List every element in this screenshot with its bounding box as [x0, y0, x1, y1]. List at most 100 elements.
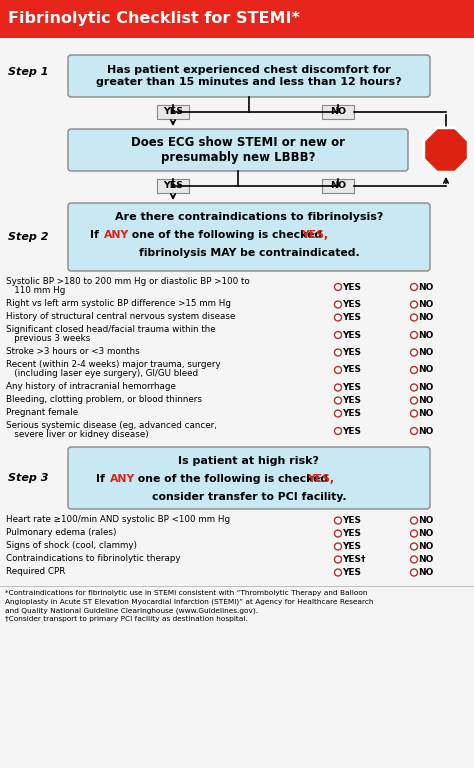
Text: Bleeding, clotting problem, or blood thinners: Bleeding, clotting problem, or blood thi… [6, 395, 202, 404]
Circle shape [410, 530, 418, 537]
Text: NO: NO [418, 313, 433, 322]
Circle shape [410, 410, 418, 417]
Circle shape [335, 384, 341, 391]
Circle shape [335, 517, 341, 524]
Text: 110 mm Hg: 110 mm Hg [6, 286, 65, 295]
Text: YES: YES [342, 542, 361, 551]
Text: YES: YES [342, 568, 361, 577]
Circle shape [335, 569, 341, 576]
Text: YES: YES [342, 409, 361, 418]
Text: NO: NO [418, 383, 433, 392]
Text: NO: NO [418, 396, 433, 405]
Text: severe liver or kidney disease): severe liver or kidney disease) [6, 430, 149, 439]
Text: Pulmonary edema (rales): Pulmonary edema (rales) [6, 528, 117, 537]
Circle shape [410, 283, 418, 290]
Text: YES†: YES† [342, 555, 365, 564]
Polygon shape [424, 127, 468, 172]
Text: Required CPR: Required CPR [6, 567, 65, 576]
FancyBboxPatch shape [68, 129, 408, 171]
Circle shape [335, 428, 341, 435]
Text: YES: YES [163, 181, 183, 190]
Text: Angioplasty in Acute ST Elevation Myocardial Infarction (STEMI)” at Agency for H: Angioplasty in Acute ST Elevation Myocar… [5, 598, 374, 605]
Circle shape [410, 314, 418, 321]
FancyBboxPatch shape [68, 55, 430, 97]
Text: NO: NO [418, 348, 433, 357]
Text: consider transfer to PCI facility.: consider transfer to PCI facility. [152, 492, 346, 502]
Text: YES: YES [342, 283, 361, 292]
Text: ANY: ANY [110, 474, 135, 484]
Bar [322, 179, 354, 193]
Text: Fibrinolytic Checklist for STEMI*: Fibrinolytic Checklist for STEMI* [8, 12, 300, 27]
Text: YES,: YES, [307, 474, 334, 484]
Text: YES,: YES, [301, 230, 328, 240]
Circle shape [410, 366, 418, 373]
Text: Signs of shock (cool, clammy): Signs of shock (cool, clammy) [6, 541, 137, 550]
Circle shape [410, 569, 418, 576]
Text: NO: NO [418, 330, 433, 339]
Text: Heart rate ≥100/min AND systolic BP <100 mm Hg: Heart rate ≥100/min AND systolic BP <100… [6, 515, 230, 524]
Text: YES: YES [342, 300, 361, 309]
Text: STOP: STOP [428, 144, 465, 157]
Text: NO: NO [418, 409, 433, 418]
Circle shape [410, 517, 418, 524]
Text: YES: YES [342, 313, 361, 322]
Text: YES: YES [342, 529, 361, 538]
Circle shape [410, 543, 418, 550]
Text: NO: NO [330, 108, 346, 117]
Text: NO: NO [418, 366, 433, 375]
Text: YES: YES [342, 426, 361, 435]
Text: Systolic BP >180 to 200 mm Hg or diastolic BP >100 to: Systolic BP >180 to 200 mm Hg or diastol… [6, 277, 250, 286]
Circle shape [335, 530, 341, 537]
Text: If: If [96, 474, 109, 484]
Circle shape [335, 556, 341, 563]
Circle shape [335, 349, 341, 356]
Text: Step 2: Step 2 [8, 232, 48, 242]
Text: NO: NO [418, 542, 433, 551]
Text: *Contraindications for fibrinolytic use in STEMI consistent with “Thrombolytic T: *Contraindications for fibrinolytic use … [5, 590, 367, 596]
Text: YES: YES [342, 348, 361, 357]
Text: History of structural central nervous system disease: History of structural central nervous sy… [6, 312, 236, 321]
Bar [322, 105, 354, 119]
Circle shape [410, 428, 418, 435]
Text: †Consider transport to primary PCI facility as destination hospital.: †Consider transport to primary PCI facil… [5, 615, 248, 621]
Text: YES: YES [342, 366, 361, 375]
Text: NO: NO [418, 529, 433, 538]
Text: NO: NO [330, 181, 346, 190]
Circle shape [410, 332, 418, 339]
Text: Any history of intracranial hemorrhage: Any history of intracranial hemorrhage [6, 382, 176, 391]
Text: YES: YES [163, 108, 183, 117]
Text: NO: NO [418, 426, 433, 435]
Text: (including laser eye surgery), GI/GU bleed: (including laser eye surgery), GI/GU ble… [6, 369, 198, 378]
Text: ANY: ANY [104, 230, 129, 240]
Text: NO: NO [418, 555, 433, 564]
Text: Step 3: Step 3 [8, 473, 48, 483]
Text: one of the following is checked: one of the following is checked [128, 230, 326, 240]
Text: Recent (within 2-4 weeks) major trauma, surgery: Recent (within 2-4 weeks) major trauma, … [6, 360, 220, 369]
FancyBboxPatch shape [68, 447, 430, 509]
Text: NO: NO [418, 516, 433, 525]
Circle shape [410, 397, 418, 404]
Text: YES: YES [342, 383, 361, 392]
Text: Is patient at high risk?: Is patient at high risk? [179, 456, 319, 466]
Text: YES: YES [342, 516, 361, 525]
Text: previous 3 weeks: previous 3 weeks [6, 334, 90, 343]
Bar [157, 105, 189, 119]
Circle shape [335, 301, 341, 308]
Text: Significant closed head/facial trauma within the: Significant closed head/facial trauma wi… [6, 325, 216, 334]
Circle shape [335, 314, 341, 321]
Text: YES: YES [342, 396, 361, 405]
Text: NO: NO [418, 300, 433, 309]
Text: Are there contraindications to fibrinolysis?: Are there contraindications to fibrinoly… [115, 212, 383, 222]
Circle shape [335, 283, 341, 290]
Circle shape [335, 543, 341, 550]
Text: YES: YES [342, 330, 361, 339]
Text: Step 1: Step 1 [8, 67, 48, 77]
Text: Has patient experienced chest discomfort for
greater than 15 minutes and less th: Has patient experienced chest discomfort… [96, 65, 402, 87]
Circle shape [335, 410, 341, 417]
Circle shape [410, 349, 418, 356]
FancyBboxPatch shape [68, 203, 430, 271]
Circle shape [335, 397, 341, 404]
Circle shape [335, 366, 341, 373]
Text: and Quality National Guideline Clearinghouse (www.Guidelines.gov).: and Quality National Guideline Clearingh… [5, 607, 258, 614]
Circle shape [410, 556, 418, 563]
